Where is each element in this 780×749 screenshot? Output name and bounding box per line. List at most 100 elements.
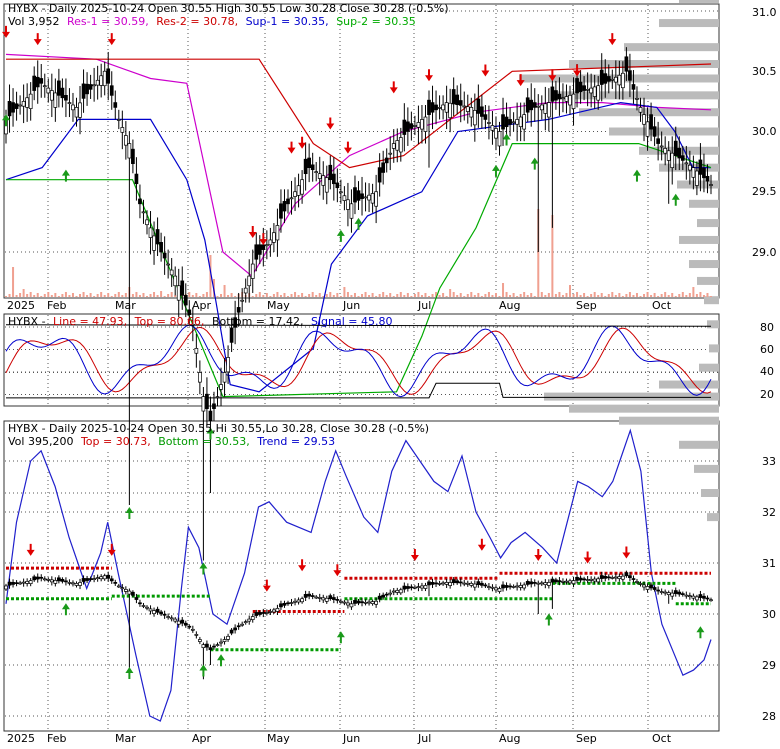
volume-bar: [19, 293, 22, 297]
volume-bar: [509, 295, 512, 297]
up-arrow: [491, 164, 500, 177]
price-candle-body: [536, 105, 541, 108]
volume-bar: [40, 296, 43, 297]
volume-bar: [329, 292, 332, 297]
price-candle-body: [88, 84, 93, 90]
price-candle-body: [490, 125, 495, 131]
profile-bar: [679, 440, 719, 449]
volume-bar: [396, 294, 399, 297]
price-candle-body: [557, 93, 562, 100]
trend-candle-body: [166, 616, 170, 618]
volume-bar: [96, 294, 99, 297]
price-candle-body: [649, 114, 653, 130]
volume-bar: [47, 292, 50, 297]
profile-bar: [699, 363, 719, 372]
trend-candle-body: [624, 572, 629, 577]
trend-candle-body: [511, 586, 516, 588]
volume-bar: [135, 292, 138, 297]
volume-bar: [234, 296, 237, 297]
trend-candle-body: [642, 584, 646, 588]
volume-bar: [279, 295, 282, 297]
price-candle-body: [635, 98, 639, 100]
trend-candle-body: [229, 629, 234, 634]
volume-bar: [604, 296, 607, 297]
oscillator-y-axis: 80 60 40 20: [760, 321, 774, 401]
price-candle-body: [451, 89, 456, 105]
volume-bar: [79, 294, 82, 297]
volume-bar: [322, 296, 325, 297]
price-candle-body: [645, 121, 650, 137]
volume-bar: [491, 295, 494, 297]
trend-candle-body: [698, 594, 703, 598]
trend-candle-body: [430, 582, 435, 585]
price-candle-body: [564, 96, 569, 102]
trend-curve: [5, 428, 712, 722]
volume-bar: [526, 295, 529, 297]
price-candle-body: [370, 193, 375, 204]
price-candle-body: [190, 323, 195, 326]
trend-candle-body: [557, 580, 562, 582]
trend-candle-body: [109, 578, 114, 582]
price-candle-body: [413, 125, 417, 127]
down-arrow: [425, 69, 433, 82]
price-candle-body: [215, 396, 220, 398]
profile-bar: [579, 108, 719, 117]
volume-bar: [678, 294, 681, 297]
price-candle-body: [102, 70, 107, 87]
down-arrow: [410, 549, 419, 561]
trend-candle-body: [356, 600, 361, 604]
price-candle-body: [7, 101, 12, 117]
trend-candle-body: [307, 593, 311, 597]
down-arrow: [298, 559, 307, 572]
trend-candle-body: [254, 612, 259, 616]
price-candle-body: [14, 103, 19, 109]
trend-candle-body: [53, 579, 58, 584]
trend-candle-body: [705, 597, 710, 600]
volume-bar: [540, 292, 543, 297]
price-candle-body: [515, 119, 519, 125]
up-arrow: [354, 217, 363, 230]
volume-bar: [410, 296, 413, 297]
price-candle-body: [391, 143, 396, 149]
volume-bar: [688, 293, 691, 297]
trend-candle-body: [617, 576, 622, 579]
trend-candle-body: [564, 580, 569, 583]
volume-bar: [392, 296, 395, 297]
profile-bar: [679, 0, 719, 3]
volume-bar: [498, 296, 501, 297]
volume-bar: [452, 292, 455, 297]
volume-bar: [68, 295, 71, 297]
trend-candle-body: [187, 625, 192, 628]
price-candle-body: [511, 121, 516, 124]
trend-candle-body: [85, 578, 89, 581]
down-arrow: [326, 117, 335, 130]
up-arrow: [125, 507, 134, 520]
price-candle-body: [610, 78, 615, 81]
volume-bar: [82, 292, 85, 297]
trend-candle-body: [286, 602, 290, 605]
volume-bar: [551, 215, 554, 297]
price-candle-body: [293, 191, 297, 197]
price-candle-body: [18, 104, 22, 107]
volume-bar: [255, 294, 258, 297]
volume-bar: [36, 293, 39, 297]
price-candle-body: [208, 410, 213, 422]
trend-candle-body: [666, 592, 671, 595]
trend-candle-body: [677, 591, 682, 595]
volume-bar: [276, 292, 279, 297]
price-candle-body: [617, 74, 622, 86]
volume-bar: [681, 292, 684, 297]
price-candle-body: [106, 68, 111, 84]
volume-bar: [216, 296, 219, 297]
trend-candle-body: [25, 581, 29, 584]
volume-bar: [93, 296, 96, 297]
profile-bar: [707, 513, 719, 522]
price-candle-body: [71, 104, 75, 111]
price-candle-body: [628, 70, 632, 81]
trend-candle-body: [233, 627, 237, 631]
trend-candle-body: [324, 597, 329, 602]
price-candle-body: [296, 185, 301, 196]
trend-candle-body: [32, 576, 37, 581]
trend-candle-body: [377, 595, 382, 600]
x-label: May: [267, 299, 290, 312]
